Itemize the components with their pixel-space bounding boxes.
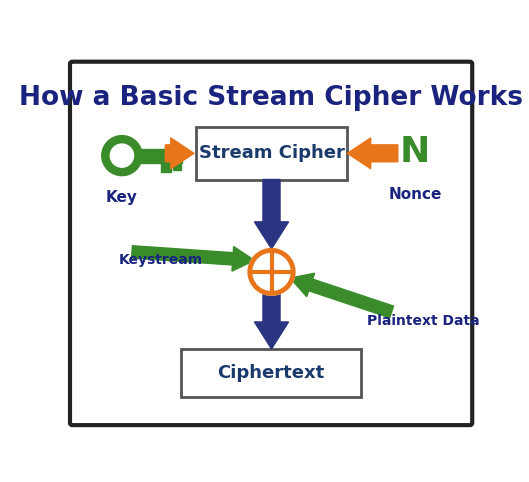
Text: How a Basic Stream Cipher Works: How a Basic Stream Cipher Works <box>19 85 523 111</box>
Polygon shape <box>166 138 194 169</box>
Bar <box>139 149 181 162</box>
Polygon shape <box>348 138 398 169</box>
Polygon shape <box>254 294 288 349</box>
Polygon shape <box>132 246 254 271</box>
Text: N: N <box>400 135 430 169</box>
Text: Key: Key <box>106 190 138 205</box>
Text: Stream Cipher: Stream Cipher <box>199 144 345 162</box>
Circle shape <box>111 144 133 167</box>
Bar <box>161 162 171 172</box>
Bar <box>173 162 181 170</box>
Text: Plaintext Data: Plaintext Data <box>367 314 479 328</box>
Circle shape <box>102 135 142 175</box>
Text: Nonce: Nonce <box>388 187 442 201</box>
FancyBboxPatch shape <box>70 62 472 425</box>
Text: Keystream: Keystream <box>119 254 203 268</box>
Circle shape <box>250 250 293 294</box>
Polygon shape <box>254 179 288 249</box>
Text: Ciphertext: Ciphertext <box>217 364 325 382</box>
Bar <box>196 127 348 179</box>
Bar <box>181 349 361 397</box>
Polygon shape <box>290 273 394 318</box>
